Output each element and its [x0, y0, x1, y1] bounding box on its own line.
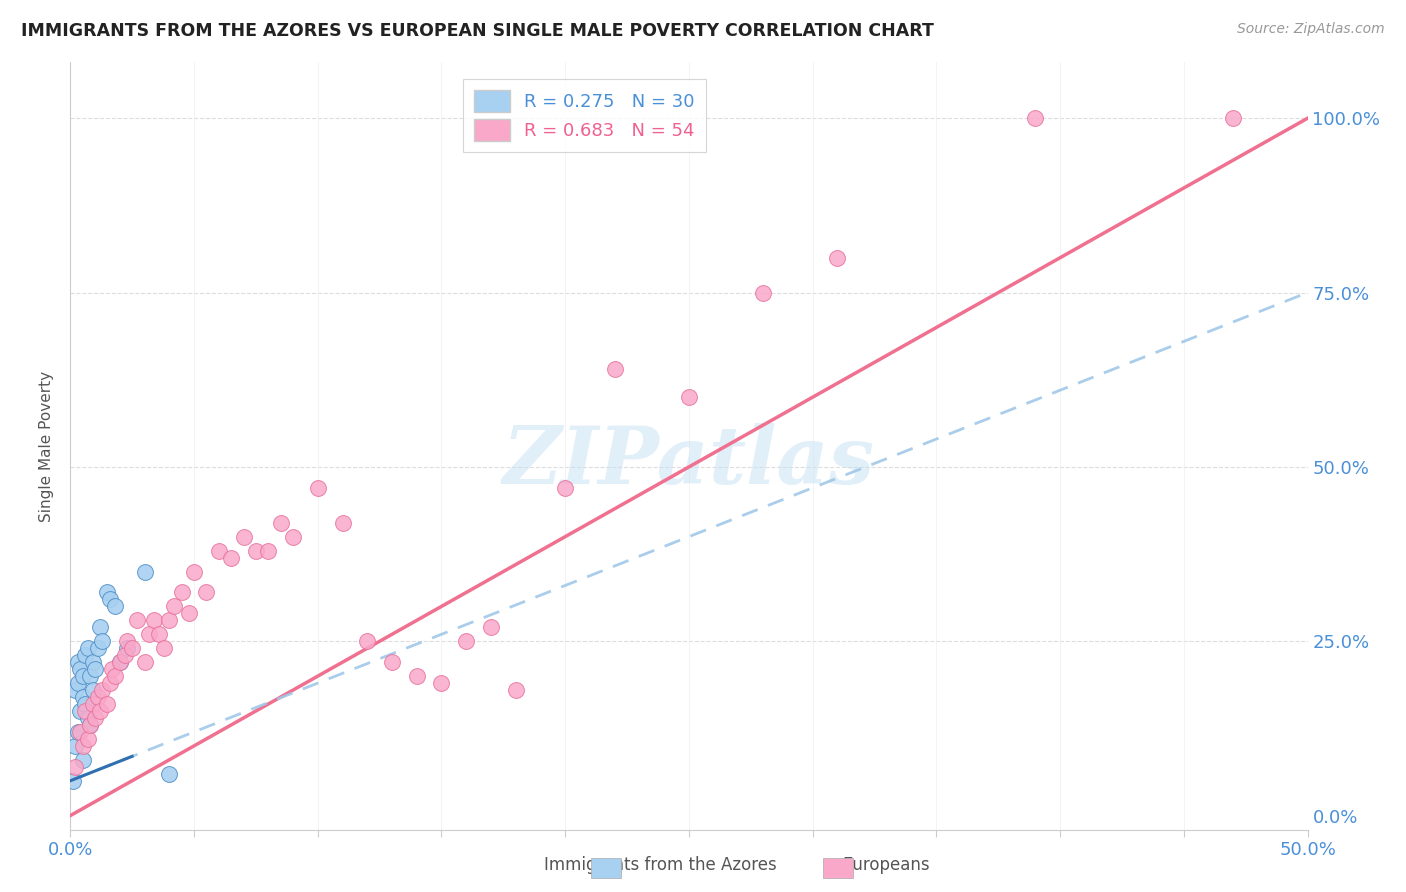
Point [1024, 112, 1046, 126]
Point [69, 704, 91, 718]
Point [479, 620, 502, 634]
Point [96, 697, 118, 711]
Point [82, 683, 104, 698]
Point [245, 543, 267, 558]
Point [76, 711, 98, 725]
Point [72, 739, 94, 753]
Point [430, 676, 453, 690]
Point [307, 481, 329, 495]
Point [138, 627, 160, 641]
Point [405, 669, 427, 683]
Point [257, 543, 280, 558]
Point [177, 607, 200, 621]
Point [163, 599, 186, 614]
Point [195, 585, 218, 599]
Point [82, 697, 104, 711]
Text: Immigrants from the Azores: Immigrants from the Azores [544, 855, 778, 873]
Point [127, 613, 149, 627]
Point [270, 516, 292, 530]
Point [101, 662, 124, 676]
Point [65, 683, 87, 698]
Point [72, 690, 94, 704]
Point [89, 620, 111, 634]
Point [554, 481, 576, 495]
Point [91, 634, 114, 648]
Point [98, 676, 121, 690]
Point [381, 655, 404, 669]
Point [75, 648, 97, 663]
Text: IMMIGRANTS FROM THE AZORES VS EUROPEAN SINGLE MALE POVERTY CORRELATION CHART: IMMIGRANTS FROM THE AZORES VS EUROPEAN S… [21, 22, 934, 40]
Point [65, 739, 87, 753]
Point [356, 634, 378, 648]
Point [98, 592, 121, 607]
Point [84, 711, 107, 725]
Text: Europeans: Europeans [842, 855, 929, 873]
Point [134, 565, 156, 579]
Point [752, 285, 775, 300]
Point [148, 627, 170, 641]
Point [79, 718, 101, 732]
Point [66, 676, 89, 690]
Legend: R = 0.275   N = 30, R = 0.683   N = 54: R = 0.275 N = 30, R = 0.683 N = 54 [463, 79, 706, 152]
Point [603, 362, 626, 376]
Point [143, 613, 166, 627]
Point [82, 655, 104, 669]
Text: Source: ZipAtlas.com: Source: ZipAtlas.com [1237, 22, 1385, 37]
Point [1222, 112, 1244, 126]
Point [79, 669, 101, 683]
Point [281, 530, 304, 544]
Point [157, 766, 180, 780]
Point [827, 251, 849, 265]
Point [208, 543, 231, 558]
Point [66, 655, 89, 669]
Point [183, 565, 205, 579]
Point [76, 641, 98, 656]
Point [153, 641, 176, 656]
Point [96, 585, 118, 599]
Point [75, 704, 97, 718]
Point [104, 669, 127, 683]
Point [66, 725, 89, 739]
Point [115, 634, 138, 648]
Point [134, 655, 156, 669]
Point [456, 634, 478, 648]
Point [121, 641, 143, 656]
Point [69, 725, 91, 739]
Point [84, 662, 107, 676]
Point [86, 641, 108, 656]
Y-axis label: Single Male Poverty: Single Male Poverty [39, 370, 55, 522]
Point [91, 683, 114, 698]
Point [108, 655, 131, 669]
Point [86, 690, 108, 704]
Point [62, 773, 84, 788]
Point [332, 516, 354, 530]
Point [505, 683, 527, 698]
Point [76, 731, 98, 746]
Point [678, 390, 700, 404]
Text: ZIPatlas: ZIPatlas [503, 423, 875, 500]
Point [104, 599, 127, 614]
Point [72, 669, 94, 683]
Point [72, 753, 94, 767]
Point [114, 648, 136, 663]
Point [79, 718, 101, 732]
Point [69, 662, 91, 676]
Point [75, 697, 97, 711]
Point [65, 760, 87, 774]
Point [170, 585, 193, 599]
Point [89, 704, 111, 718]
Point [157, 613, 180, 627]
Point [108, 655, 131, 669]
Point [115, 641, 138, 656]
Point [219, 550, 242, 565]
Point [232, 530, 254, 544]
